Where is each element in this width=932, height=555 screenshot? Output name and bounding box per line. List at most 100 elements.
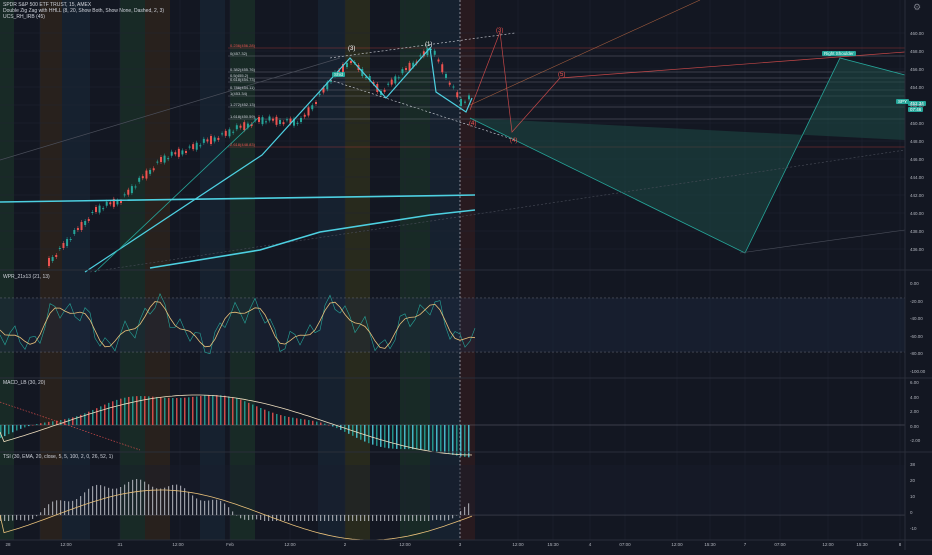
macd-hist-bar-85 <box>340 425 342 430</box>
macd-hist-bar-1 <box>4 425 6 437</box>
macd-hist-bar-3 <box>12 425 14 433</box>
candle-body-41 <box>195 142 198 150</box>
tsi-hist-bar-79 <box>316 515 318 521</box>
macd-div-line <box>0 401 141 451</box>
candle-body-61 <box>268 116 271 121</box>
macd-hist-bar-76 <box>304 419 306 425</box>
tsi-hist-bar-15 <box>60 500 62 515</box>
zigzag-indicator-label[interactable]: Double Zig Zag with HHLL (8, 20, Show Bo… <box>3 8 165 14</box>
tsi-hist-bar-53 <box>212 499 214 515</box>
macd-hist-bar-32 <box>128 396 130 425</box>
tsi-tick-2: 10 <box>910 494 916 499</box>
tsi-hist-bar-38 <box>152 486 154 515</box>
ma-band-lower <box>149 209 476 269</box>
projection-shapes <box>0 0 906 273</box>
macd-hist-bar-19 <box>76 416 78 425</box>
candle-body-13 <box>95 207 97 212</box>
time-tick-12: 07:00 <box>619 542 631 547</box>
macd-hist-bar-66 <box>264 409 266 425</box>
macd-hist-bar-58 <box>232 397 234 425</box>
candle-body-99 <box>408 62 411 71</box>
macd-hist-bar-78 <box>312 420 314 425</box>
candle-body-43 <box>202 138 205 143</box>
trend-line-4 <box>739 229 906 254</box>
candle-body-100 <box>412 62 415 67</box>
head-shoulders-projection <box>470 58 905 253</box>
macd-hist-bar-56 <box>224 395 226 425</box>
tsi-tick-4: -10 <box>910 526 917 531</box>
candle-body-4 <box>62 243 65 248</box>
tsi-hist-bar-44 <box>176 484 178 515</box>
tsi-hist-bar-77 <box>308 515 310 521</box>
tsi-pane-label[interactable]: TSI (30, EMA, 20, close, 5, 5, 100, 2, 0… <box>3 454 114 460</box>
wave-lines <box>0 32 516 273</box>
macd-tick-1: 4.00 <box>910 394 919 400</box>
trend-line-2 <box>89 149 906 273</box>
settings-gear-icon[interactable]: ⚙ <box>912 2 922 12</box>
macd-hist-bar-6 <box>24 425 26 428</box>
macd-hist-bar-22 <box>88 411 90 425</box>
macd-hist-bar-40 <box>160 397 162 425</box>
tsi-hist-bar-115 <box>460 511 462 515</box>
ma-band-upper <box>0 194 476 203</box>
candle-body-64 <box>279 120 281 124</box>
tsi-fill <box>0 465 905 515</box>
tsi-hist-bar-83 <box>332 515 334 521</box>
tsi-hist-bar-31 <box>124 484 126 515</box>
projection-outline <box>469 57 906 254</box>
tsi-hist-bar-96 <box>384 515 386 521</box>
candle-body-60 <box>265 121 267 123</box>
spy-countdown-tag: 07:46 <box>908 107 924 112</box>
tsi-hist-bar-93 <box>372 515 374 521</box>
tsi-hist-bar-50 <box>200 500 202 515</box>
tsi-hist-bar-28 <box>112 488 114 515</box>
macd-hist-bar-42 <box>168 397 170 425</box>
candle-body-63 <box>275 116 278 125</box>
macd-hist-bar-109 <box>436 425 438 452</box>
tsi-hist-bar-109 <box>436 515 438 520</box>
tsi-pane <box>0 465 905 541</box>
time-tick-1: 12:00 <box>60 542 72 547</box>
candle-body-31 <box>160 157 162 162</box>
macd-hist-bar-35 <box>140 396 142 425</box>
candle-body-8 <box>76 228 79 230</box>
candle-body-71 <box>303 114 306 117</box>
macd-hist-bar-113 <box>452 425 454 455</box>
candle-body-97 <box>401 69 404 74</box>
symbol-title[interactable]: SPDR S&P 500 ETF TRUST, 15, AMEX <box>3 2 92 8</box>
zigzag-cyan <box>84 46 473 273</box>
tsi-hist-bar-33 <box>132 479 134 515</box>
candle-body-33 <box>167 158 170 160</box>
tsi-tick-3: 0 <box>910 510 913 515</box>
candle-body-29 <box>152 168 155 171</box>
macd-hist-bar-117 <box>468 425 470 458</box>
macd-hist-bar-83 <box>332 425 334 427</box>
candle-body-94 <box>390 79 393 85</box>
tsi-hist-bar-100 <box>400 515 402 521</box>
candle-body-30 <box>156 161 159 163</box>
tsi-hist-bar-75 <box>300 515 302 521</box>
macd-signal-line <box>0 394 473 456</box>
macd-hist-bar-51 <box>204 395 206 425</box>
tsi-hist-bar-89 <box>356 515 358 521</box>
tsi-hist-bar-27 <box>108 487 110 515</box>
macd-hist-bar-13 <box>52 421 54 425</box>
candle-body-70 <box>300 118 302 122</box>
candle-body-83 <box>350 61 352 63</box>
candle-body-37 <box>181 150 184 155</box>
macd-hist-bar-7 <box>28 425 30 427</box>
wave-label-3: (4) <box>469 121 477 127</box>
ucs-indicator-label[interactable]: UCS_RH_IRB (45) <box>3 14 45 20</box>
wpr-pane-label[interactable]: WPR_21x13 (21, 13) <box>3 274 50 280</box>
macd-pane-label[interactable]: MACD_LB (30, 20) <box>3 380 46 386</box>
macd-tick-2: 2.00 <box>910 409 919 414</box>
candle-body-66 <box>286 119 288 121</box>
candle-body-14 <box>98 205 101 213</box>
time-tick-11: 4 <box>588 542 592 547</box>
macd-hist-bar-65 <box>260 407 262 425</box>
tsi-hist-bar-78 <box>312 515 314 521</box>
tsi-hist-bar-116 <box>464 506 466 515</box>
time-tick-0: 28 <box>5 542 11 547</box>
